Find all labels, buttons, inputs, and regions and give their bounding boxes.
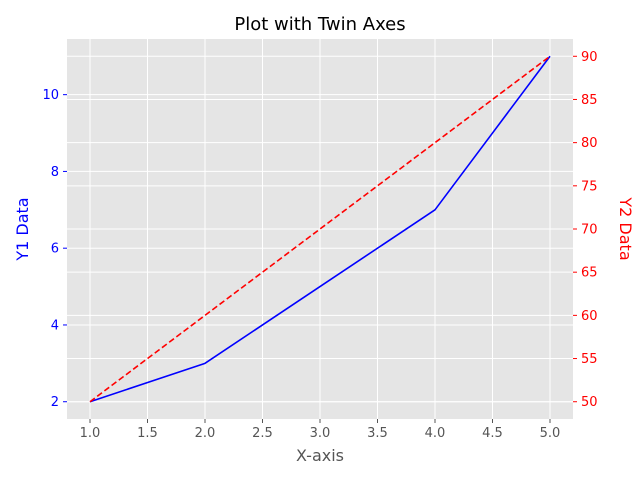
y1-axis-label: Y1 Data — [13, 197, 32, 261]
x-tick-label: 1.0 — [80, 426, 101, 441]
y1-tick-label: 4 — [51, 318, 59, 333]
y2-series-line — [89, 55, 551, 403]
grid — [67, 39, 573, 419]
y1-tick-label: 2 — [51, 395, 59, 410]
y2-tick-label: 70 — [581, 223, 598, 238]
y2-tick-label: 50 — [581, 395, 598, 410]
y2-axis-label: Y2 Data — [616, 196, 635, 260]
chart-title: Plot with Twin Axes — [234, 14, 405, 35]
x-axis-label: X-axis — [296, 446, 344, 465]
y1-tick-label: 10 — [42, 88, 59, 103]
y2-tick-label: 55 — [581, 352, 598, 367]
x-tick-label: 5.0 — [540, 426, 561, 441]
y1-tick-label: 6 — [51, 242, 59, 257]
x-tick-label: 2.5 — [252, 426, 273, 441]
y2-tick-label: 75 — [581, 179, 598, 194]
y2-tick-label: 85 — [581, 93, 598, 108]
series-layer — [89, 55, 551, 403]
y1-tick-label: 8 — [51, 165, 59, 180]
x-tick-label: 2.0 — [195, 426, 216, 441]
ticks-layer: 1.0 1.5 2.0 2.5 3.0 3.5 4.0 4.5 5.0 2 4 6 8 10 50 55 60 6… — [42, 50, 597, 441]
y2-tick-label: 60 — [581, 309, 598, 324]
y1-series-line — [89, 55, 551, 403]
y2-tick-label: 90 — [581, 50, 598, 65]
x-tick-label: 3.0 — [310, 426, 331, 441]
y2-tick-label: 65 — [581, 266, 598, 281]
x-tick-label: 4.5 — [482, 426, 503, 441]
x-tick-label: 3.5 — [367, 426, 388, 441]
x-tick-label: 1.5 — [137, 426, 158, 441]
x-tick-label: 4.0 — [425, 426, 446, 441]
y2-tick-label: 80 — [581, 136, 598, 151]
